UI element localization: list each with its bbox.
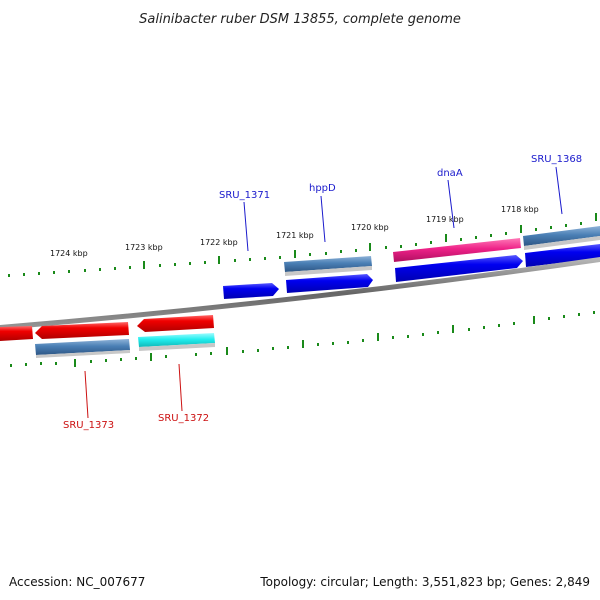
- cds-arrow-sru-1368[interactable]: [525, 244, 600, 267]
- tick-label: 1724 kbp: [50, 249, 88, 258]
- gene-feature-sru-1373[interactable]: [35, 339, 130, 355]
- gene-label-sru-1372[interactable]: SRU_1372: [158, 413, 209, 424]
- reverse-gene-track: [35, 333, 215, 358]
- cds-arrow-reverse-partial[interactable]: [0, 326, 33, 341]
- gene-feature-hppd[interactable]: [284, 256, 372, 272]
- gene-feature-sru-1372[interactable]: [138, 333, 215, 347]
- gene-label-dnaa[interactable]: dnaA: [437, 168, 463, 179]
- gene-feature-sru-1368[interactable]: [523, 226, 600, 246]
- genome-backbone: [0, 257, 600, 330]
- map-title: Salinibacter ruber DSM 13855, complete g…: [139, 12, 461, 27]
- cds-arrow-sru-1373[interactable]: [35, 322, 129, 339]
- cds-arrow-sru-1371[interactable]: [223, 283, 279, 299]
- gene-label-sru-1373[interactable]: SRU_1373: [63, 420, 114, 431]
- gene-feature-hppd-shadow: [285, 266, 372, 276]
- tick-label: 1722 kbp: [200, 238, 238, 247]
- gene-label-sru-1371[interactable]: SRU_1371: [219, 190, 270, 201]
- tick-label: 1719 kbp: [426, 215, 464, 224]
- tick-labels: 1724 kbp 1723 kbp 1722 kbp 1721 kbp 1720…: [50, 205, 539, 258]
- tick-label: 1723 kbp: [125, 243, 163, 252]
- tick-label: 1721 kbp: [276, 231, 314, 240]
- forward-gene-track: [284, 226, 600, 276]
- accession-text: Accession: NC_007677: [9, 575, 145, 589]
- tick-label: 1718 kbp: [501, 205, 539, 214]
- cds-arrow-hppd[interactable]: [286, 274, 373, 293]
- cds-arrow-sru-1372[interactable]: [137, 315, 214, 332]
- gene-feature-sru-1372-shadow: [139, 343, 215, 351]
- upper-tick-row: [8, 213, 597, 277]
- forward-cds-track: [223, 244, 600, 299]
- forward-leader-lines: [243, 166, 563, 252]
- gene-feature-dnaa[interactable]: [393, 238, 521, 262]
- gene-label-sru-1368[interactable]: SRU_1368: [531, 154, 582, 165]
- lower-tick-row: [10, 311, 595, 367]
- cds-arrow-dnaa[interactable]: [395, 255, 523, 282]
- genome-summary-text: Topology: circular; Length: 3,551,823 bp…: [259, 575, 590, 589]
- gene-feature-sru-1373-shadow: [36, 350, 130, 358]
- gene-label-hppd[interactable]: hppD: [309, 183, 336, 194]
- reverse-leader-lines: [84, 363, 183, 419]
- tick-label: 1720 kbp: [351, 223, 389, 232]
- gene-feature-sru-1368-shadow: [524, 236, 600, 250]
- reverse-cds-track: [0, 315, 214, 341]
